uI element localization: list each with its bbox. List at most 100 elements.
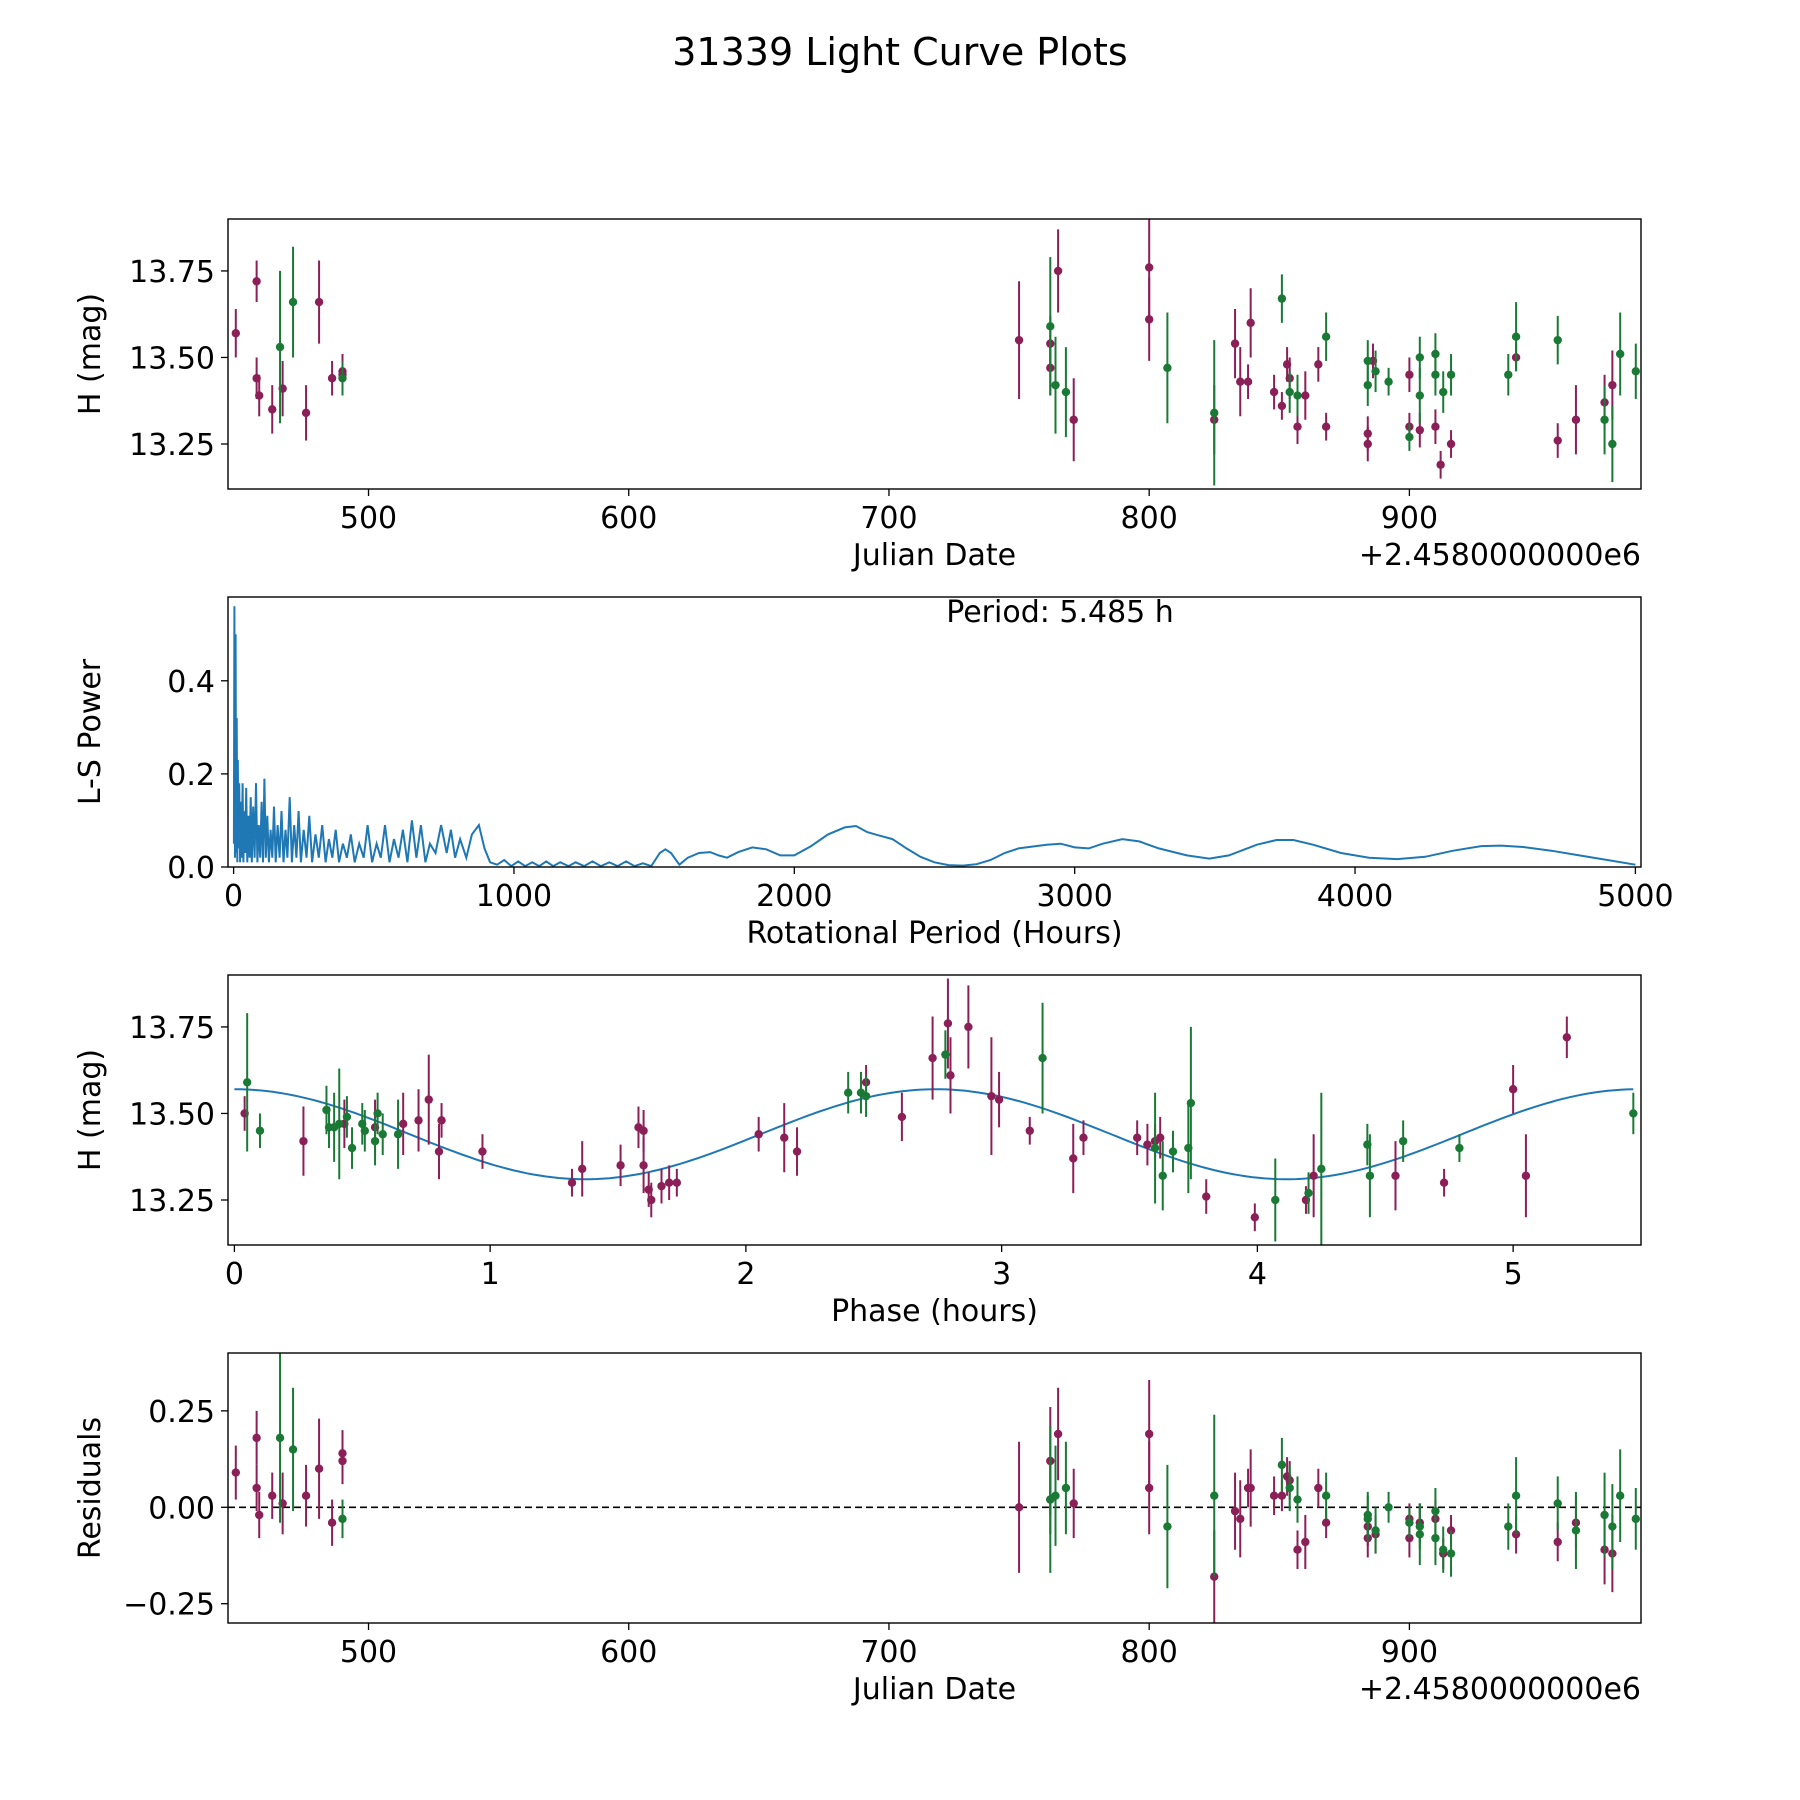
periodogram-ytick-label: 0.0 xyxy=(167,851,215,886)
residuals-ytick-label: −0.25 xyxy=(123,1588,215,1623)
phased-point-g xyxy=(941,1050,950,1059)
phased-point-r xyxy=(424,1095,433,1104)
phased-point-r xyxy=(1562,1033,1572,1042)
phased-xtick-label: 5 xyxy=(1504,1257,1523,1292)
lightcurve-point-g xyxy=(275,342,285,352)
residuals-point-r xyxy=(268,1491,277,1500)
residuals-point-g xyxy=(1321,1491,1331,1500)
lightcurve-point-r xyxy=(1230,339,1240,348)
residuals-xtick-label: 900 xyxy=(1381,1635,1438,1670)
lightcurve-point-g xyxy=(1553,335,1562,345)
lightcurve-point-g xyxy=(1384,377,1393,386)
phased-point-r xyxy=(414,1116,423,1125)
lightcurve-point-g xyxy=(1277,294,1287,303)
lightcurve-point-g xyxy=(1371,367,1380,376)
lightcurve-xlabel: Julian Date xyxy=(851,538,1016,573)
residuals-frame xyxy=(227,1352,1642,1624)
phased-xtick-label: 1 xyxy=(481,1257,500,1292)
phased-point-r xyxy=(434,1147,444,1156)
lightcurve-point-r xyxy=(1608,380,1617,390)
phased-point-g xyxy=(378,1130,387,1139)
lightcurve-point-g xyxy=(1405,432,1414,442)
lightcurve-point-r xyxy=(1069,415,1078,424)
residuals-xtick-label: 500 xyxy=(340,1635,397,1670)
phased-point-g xyxy=(1186,1098,1196,1108)
residuals-point-g xyxy=(1384,1503,1393,1512)
lightcurve-point-g xyxy=(1285,387,1294,397)
lightcurve-point-g xyxy=(1051,380,1060,390)
phased-ytick-label: 13.50 xyxy=(129,1097,215,1132)
phased-point-g xyxy=(1038,1053,1047,1063)
lightcurve-point-r xyxy=(1321,422,1331,431)
lightcurve-point-g xyxy=(1046,322,1055,331)
lightcurve-point-g xyxy=(1600,415,1609,424)
residuals-point-r xyxy=(252,1433,261,1443)
residuals-point-g xyxy=(1631,1514,1640,1524)
residuals-point-r xyxy=(1230,1506,1240,1516)
phased-point-r xyxy=(987,1091,996,1101)
residuals-point-r xyxy=(1314,1483,1323,1493)
residuals-point-g xyxy=(1571,1526,1581,1535)
residuals-point-g xyxy=(1600,1510,1609,1520)
lightcurve-point-r xyxy=(255,391,264,400)
phased-point-g xyxy=(393,1130,403,1139)
phased-point-r xyxy=(1155,1133,1165,1142)
lightcurve-point-g xyxy=(288,297,298,307)
phased-point-r xyxy=(1439,1178,1449,1187)
lightcurve-ylabel: H (mag) xyxy=(73,293,108,415)
periodogram-xtick-label: 2000 xyxy=(756,879,832,914)
phased-point-g xyxy=(1365,1171,1375,1180)
periodogram-power-line xyxy=(232,606,1636,867)
residuals-point-g xyxy=(1293,1495,1302,1504)
lightcurve-point-r xyxy=(268,405,277,414)
periodogram-panel: Period: 5.485 h 0 1000 2000 3000 4000 5000 0.0… xyxy=(73,595,1674,951)
phased-point-r xyxy=(964,1022,973,1032)
residuals-point-r xyxy=(1236,1514,1245,1524)
phased-point-g xyxy=(373,1109,382,1118)
lightcurve-point-r xyxy=(1301,391,1310,400)
lightcurve-point-r xyxy=(327,374,337,383)
lightcurve-point-g xyxy=(1293,391,1302,400)
lightcurve-point-r xyxy=(1277,401,1287,411)
residuals-point-r xyxy=(338,1456,347,1466)
lightcurve-xtick-label: 700 xyxy=(860,501,917,536)
lightcurve-point-g xyxy=(1210,408,1219,418)
lightcurve-point-r xyxy=(1436,460,1445,469)
phased-point-r xyxy=(1025,1126,1034,1135)
lightcurve-point-r xyxy=(1144,315,1154,324)
figure-title: 31339 Light Curve Plots xyxy=(672,30,1127,74)
phased-point-g xyxy=(1304,1188,1313,1198)
phased-ylabel: H (mag) xyxy=(73,1049,108,1171)
phased-point-r xyxy=(639,1161,648,1170)
phased-point-r xyxy=(657,1181,666,1191)
phased-point-g xyxy=(1317,1164,1326,1174)
lightcurve-xtick-label: 500 xyxy=(340,501,397,536)
periodogram-xtick-label: 1000 xyxy=(476,879,552,914)
phased-point-r xyxy=(994,1095,1004,1104)
lightcurve-point-r xyxy=(1431,422,1440,431)
phased-point-r xyxy=(946,1071,955,1080)
phased-point-g xyxy=(843,1088,853,1097)
residuals-point-g xyxy=(1446,1549,1456,1558)
residuals-point-r xyxy=(1014,1503,1024,1512)
lightcurve-point-r xyxy=(1053,266,1063,276)
residuals-point-r xyxy=(1301,1537,1310,1547)
phased-point-g xyxy=(242,1078,252,1087)
residuals-point-g xyxy=(1285,1483,1294,1493)
phased-point-r xyxy=(578,1164,587,1174)
lightcurve-point-r xyxy=(1014,335,1024,345)
period-annotation: Period: 5.485 h xyxy=(946,595,1174,630)
residuals-point-g xyxy=(1553,1499,1562,1508)
phased-point-g xyxy=(335,1119,344,1129)
phased-point-g xyxy=(370,1136,380,1146)
lightcurve-point-g xyxy=(1511,332,1521,341)
lightcurve-point-r xyxy=(1363,439,1372,449)
phased-point-r xyxy=(478,1147,487,1156)
lightcurve-point-g xyxy=(1504,370,1513,379)
phased-point-r xyxy=(567,1178,577,1187)
phased-xtick-label: 4 xyxy=(1248,1257,1267,1292)
phased-xtick-label: 2 xyxy=(736,1257,755,1292)
lightcurve-plot-area xyxy=(231,219,1640,486)
periodogram-plot-area xyxy=(232,606,1636,867)
residuals-point-r xyxy=(1069,1499,1078,1508)
